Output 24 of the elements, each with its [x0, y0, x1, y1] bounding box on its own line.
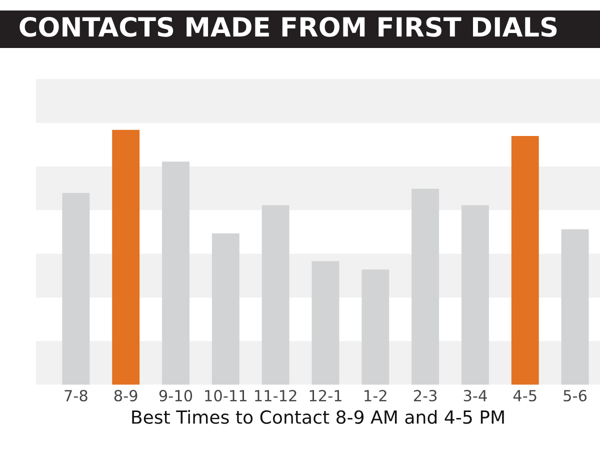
x-tick-label: 9-10	[159, 390, 192, 402]
bar	[461, 205, 489, 385]
bar	[162, 162, 190, 385]
x-tick-label: 5-6	[564, 390, 587, 402]
bar	[62, 193, 90, 385]
x-tick-label: 4-5	[513, 390, 536, 402]
bar	[362, 270, 390, 385]
x-tick-label: 2-3	[414, 390, 437, 402]
x-tick-label: 10-11	[205, 390, 246, 402]
x-tick-label: 3-4	[464, 390, 487, 402]
x-axis-title: Best Times to Contact 8-9 AM and 4-5 PM	[132, 410, 504, 424]
bar	[412, 188, 440, 385]
x-tick-label: 12-1	[310, 390, 342, 402]
bar	[112, 130, 140, 385]
x-tick-label: 1-2	[364, 390, 386, 402]
x-tick-label: 7-8	[64, 390, 88, 402]
bar	[561, 229, 589, 385]
x-tick-label: 11-12	[255, 390, 296, 402]
bar	[262, 205, 290, 385]
x-tick-label: 8-9	[114, 390, 138, 402]
bar	[212, 233, 240, 385]
bar	[312, 261, 340, 385]
chart-title: CONTACTS MADE FROM FIRST DIALS	[20, 16, 557, 37]
bar	[511, 136, 539, 385]
